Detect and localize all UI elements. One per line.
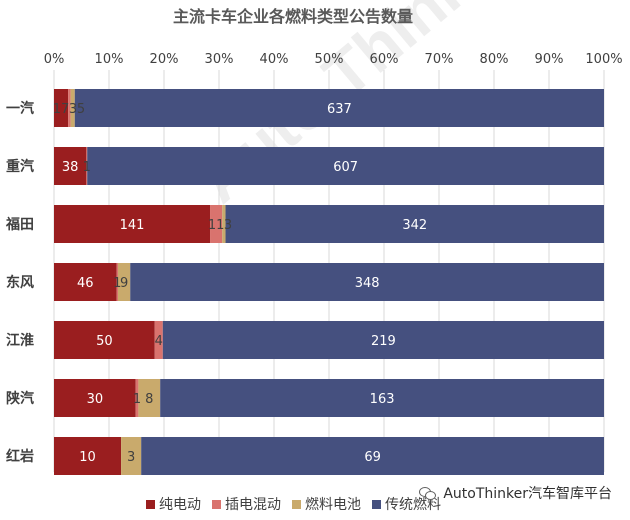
bar-segment	[54, 205, 211, 243]
category-label: 重汽	[6, 158, 34, 175]
bar-segment	[54, 379, 136, 417]
bar-segment	[154, 321, 163, 359]
data-label: 163	[370, 392, 395, 407]
x-tick-label: 50%	[315, 52, 344, 67]
data-label: 50	[96, 334, 113, 349]
x-tick-label: 10%	[95, 52, 124, 67]
bar-segment	[141, 437, 604, 475]
x-tick-label: 30%	[205, 52, 234, 67]
bar-segment	[130, 263, 605, 301]
category-label: 江淮	[6, 332, 34, 349]
bar-segment	[87, 147, 604, 185]
data-label: 637	[327, 102, 352, 117]
data-label: 9	[120, 276, 128, 291]
data-label: 3	[224, 218, 232, 233]
legend-label: 燃料电池	[305, 496, 361, 513]
x-axis-tick-labels: 0% 10% 20% 30% 40% 50% 60% 70% 80% 90% 100%	[44, 52, 623, 67]
source-credit: AutoThinker汽车智库平台	[419, 483, 612, 503]
bar-segment	[74, 89, 605, 127]
bar-segment	[117, 263, 131, 301]
legend-swatch	[372, 500, 381, 509]
legend-swatch	[212, 500, 221, 509]
category-label: 一汽	[6, 100, 34, 117]
legend-label: 插电混动	[225, 497, 281, 513]
data-label: 46	[77, 276, 94, 291]
data-label: 219	[371, 334, 396, 349]
legend-swatch	[146, 500, 155, 509]
legend: 纯电动 插电混动 燃料电池 传统燃料	[146, 496, 441, 513]
source-credit-text: AutoThinker汽车智库平台	[443, 486, 612, 502]
bar-segment	[86, 147, 88, 185]
data-label: 69	[364, 450, 381, 465]
bar-segment	[54, 263, 117, 301]
bar-segment	[225, 205, 604, 243]
data-label: 348	[355, 276, 380, 291]
data-label: 141	[120, 218, 145, 233]
bar-segment	[54, 89, 69, 127]
bar-segment	[68, 89, 71, 127]
x-tick-label: 20%	[150, 52, 179, 67]
x-tick-label: 0%	[44, 52, 65, 67]
x-tick-label: 40%	[260, 52, 289, 67]
bar-segment	[54, 437, 122, 475]
wechat-icon	[419, 486, 437, 500]
data-label: 1	[83, 160, 91, 175]
bar-segment	[222, 205, 226, 243]
data-label: 1	[113, 276, 121, 291]
x-tick-label: 80%	[480, 52, 509, 67]
data-label: 17	[53, 102, 70, 117]
bar-segment	[135, 379, 139, 417]
bar-segment	[162, 321, 605, 359]
legend-label: 传统燃料	[385, 496, 441, 513]
data-label: 3	[69, 102, 77, 117]
bar-segment	[54, 321, 155, 359]
data-label: 342	[402, 218, 427, 233]
bar-segment	[121, 437, 142, 475]
legend-swatch	[292, 500, 301, 509]
legend-label: 纯电动	[159, 497, 201, 513]
x-tick-label: 60%	[370, 52, 399, 67]
data-label: 30	[87, 392, 104, 407]
data-label: 3	[127, 450, 135, 465]
bar-segment	[54, 147, 87, 185]
category-label: 东风	[6, 274, 34, 291]
x-tick-label: 100%	[585, 52, 622, 67]
data-label: 5	[77, 102, 85, 117]
data-label: 38	[62, 160, 79, 175]
x-tick-label: 90%	[535, 52, 564, 67]
data-label: 8	[145, 392, 153, 407]
category-label: 陕汽	[6, 390, 34, 407]
data-label: 1	[133, 392, 141, 407]
data-label: 11	[208, 218, 225, 233]
category-label: 福田	[5, 216, 34, 233]
bar-segment	[116, 263, 118, 301]
bar-segment	[70, 89, 75, 127]
data-label: 4	[155, 334, 163, 349]
category-label: 红岩	[6, 448, 34, 465]
data-label: 10	[79, 450, 96, 465]
bar-segment	[138, 379, 161, 417]
x-tick-label: 70%	[425, 52, 454, 67]
bar-segment	[210, 205, 223, 243]
chart-title: 主流卡车企业各燃料类型公告数量	[173, 7, 413, 26]
data-label: 607	[333, 160, 358, 175]
bar-segment	[160, 379, 605, 417]
